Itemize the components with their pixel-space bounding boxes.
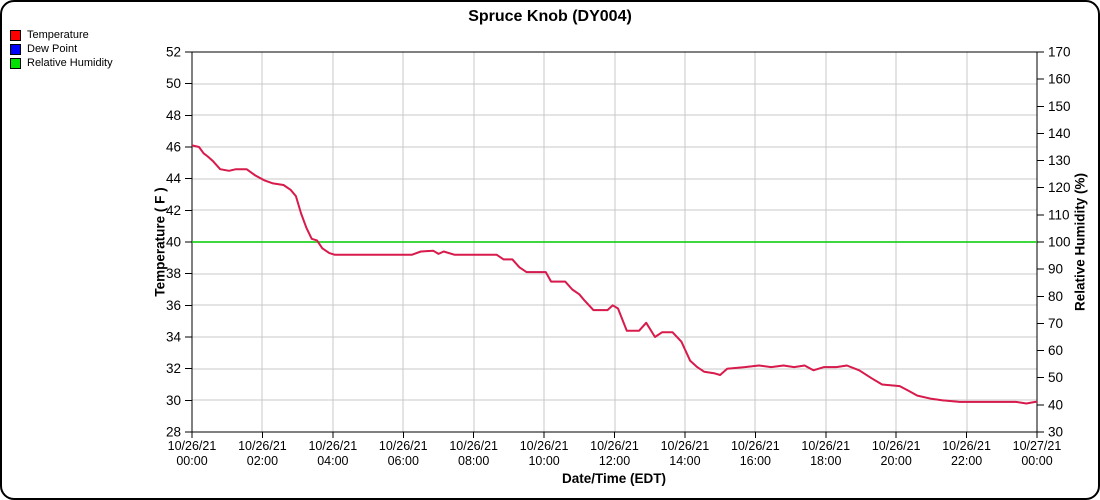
x-tick-date: 10/26/21 <box>942 439 991 453</box>
y-right-tick-label: 170 <box>1048 45 1071 60</box>
x-tick-time: 18:00 <box>810 454 841 468</box>
y-left-tick-label: 28 <box>166 425 181 440</box>
x-tick-time: 16:00 <box>740 454 771 468</box>
x-tick-date: 10/26/21 <box>872 439 921 453</box>
x-tick-time: 00:00 <box>176 454 207 468</box>
legend-item-relative-humidity: Relative Humidity <box>10 56 113 70</box>
y-left-tick-label: 36 <box>166 298 181 313</box>
y-right-tick-label: 80 <box>1048 289 1063 304</box>
x-tick-date: 10/27/21 <box>1013 439 1062 453</box>
series-temperature <box>191 144 1037 405</box>
y-left-tick-label: 34 <box>166 330 182 345</box>
legend-label-relative-humidity: Relative Humidity <box>27 57 113 69</box>
y-left-tick-label: 46 <box>166 140 181 155</box>
x-tick-date: 10/26/21 <box>661 439 710 453</box>
legend-label-dew-point: Dew Point <box>27 43 78 55</box>
y-right-tick-label: 90 <box>1048 262 1063 277</box>
x-tick-date: 10/26/21 <box>238 439 287 453</box>
legend-item-temperature: Temperature <box>10 28 113 42</box>
x-tick-date: 10/26/21 <box>379 439 428 453</box>
y-left-tick-label: 44 <box>166 171 182 186</box>
x-tick-time: 14:00 <box>669 454 700 468</box>
series <box>191 144 1037 405</box>
x-tick-date: 10/26/21 <box>308 439 357 453</box>
x-tick-date: 10/26/21 <box>520 439 569 453</box>
legend-label-temperature: Temperature <box>27 29 89 41</box>
x-tick-time: 12:00 <box>599 454 630 468</box>
y-axis-title-left: Temperature ( F ) <box>152 187 168 297</box>
y-right-tick-label: 30 <box>1048 425 1063 440</box>
x-tick-time: 02:00 <box>247 454 278 468</box>
x-tick-date: 10/26/21 <box>168 439 217 453</box>
x-tick-time: 00:00 <box>1021 454 1052 468</box>
relative-humidity-swatch-icon <box>10 57 21 69</box>
x-tick-date: 10/26/21 <box>801 439 850 453</box>
y-left-tick-label: 42 <box>166 203 181 218</box>
temperature-swatch-icon <box>10 29 21 41</box>
x-tick-time: 10:00 <box>528 454 559 468</box>
y-left-tick-label: 40 <box>166 235 181 250</box>
y-left-tick-label: 48 <box>166 108 181 123</box>
y-right-tick-label: 100 <box>1048 235 1071 250</box>
y-axis-title-right: Relative Humidity (%) <box>1072 172 1088 312</box>
dew-point-swatch-icon <box>10 43 21 55</box>
y-right-tick-label: 110 <box>1048 207 1070 222</box>
x-axis-title: Date/Time (EDT) <box>561 471 667 486</box>
x-tick-time: 22:00 <box>951 454 982 468</box>
axis-tick-labels: 52 50 48 46 44 42 40 38 36 34 32 30 28 170 160 150 140 13… <box>166 45 1071 469</box>
x-tick-time: 20:00 <box>881 454 912 468</box>
y-left-tick-label: 32 <box>166 361 181 376</box>
legend: Temperature Dew Point Relative Humidity <box>10 28 113 70</box>
x-tick-date: 10/26/21 <box>731 439 780 453</box>
y-left-tick-label: 50 <box>166 76 181 91</box>
x-tick-date: 10/26/21 <box>590 439 639 453</box>
chart-title: Spruce Knob (DY004) <box>468 8 632 25</box>
y-right-tick-label: 120 <box>1048 180 1071 195</box>
axis-ticks <box>185 51 1044 438</box>
y-right-tick-label: 150 <box>1048 99 1071 114</box>
y-left-tick-label: 52 <box>166 45 181 60</box>
x-tick-time: 06:00 <box>388 454 419 468</box>
x-tick-time: 08:00 <box>458 454 489 468</box>
y-right-tick-label: 160 <box>1048 72 1071 87</box>
y-right-tick-label: 50 <box>1048 370 1063 385</box>
y-right-tick-label: 70 <box>1048 316 1063 331</box>
y-left-tick-label: 30 <box>166 393 181 408</box>
y-right-tick-label: 60 <box>1048 343 1063 358</box>
legend-item-dew-point: Dew Point <box>10 42 113 56</box>
y-left-tick-label: 38 <box>166 266 181 281</box>
x-tick-date: 10/26/21 <box>449 439 498 453</box>
y-right-tick-label: 140 <box>1048 126 1071 141</box>
x-tick-time: 04:00 <box>317 454 348 468</box>
y-right-tick-label: 40 <box>1048 397 1063 412</box>
y-right-tick-label: 130 <box>1048 153 1071 168</box>
